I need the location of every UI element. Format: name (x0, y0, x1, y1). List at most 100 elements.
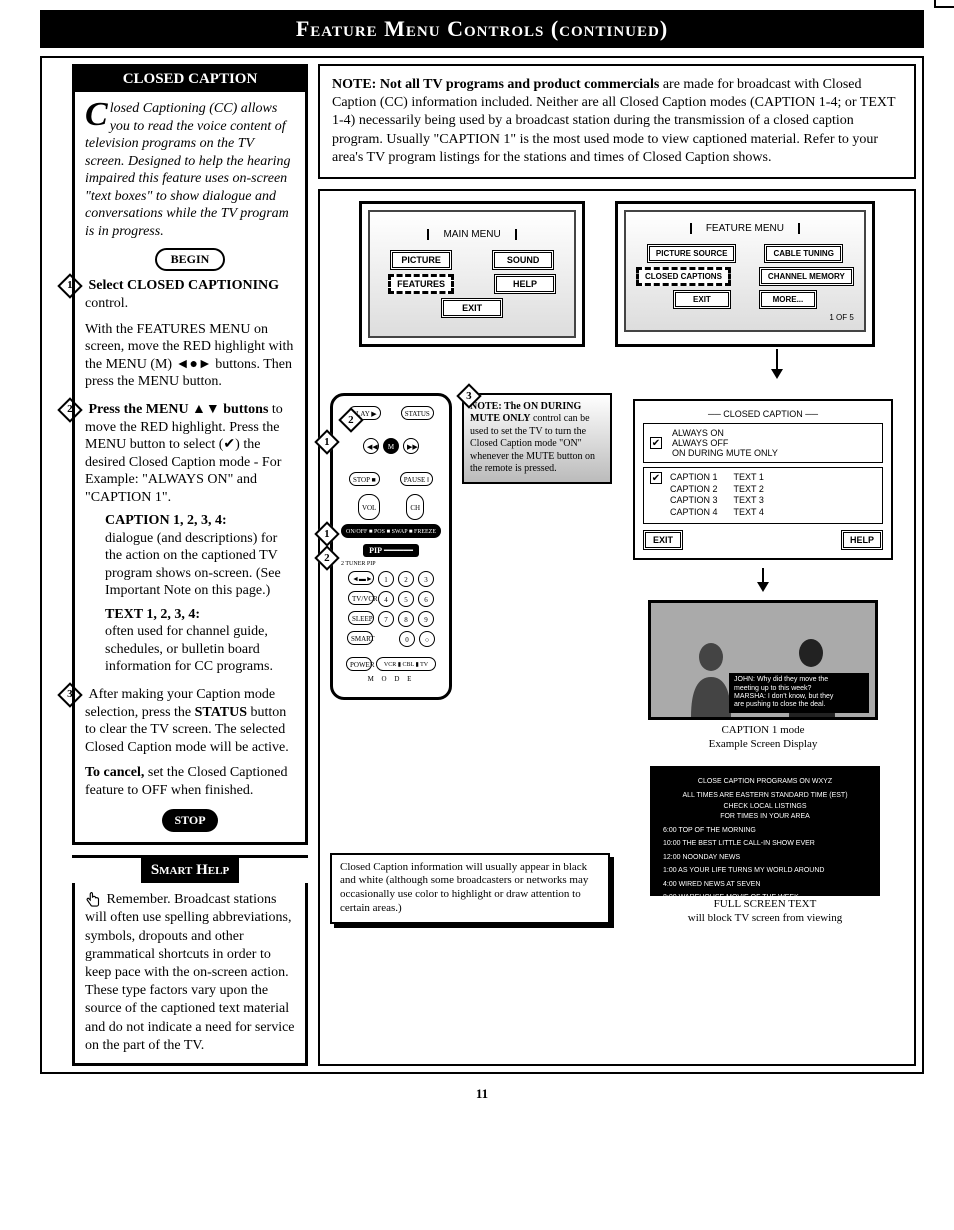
cc-intro: Closed Captioning (CC) allows you to rea… (85, 100, 295, 240)
step-3-body: After making your Caption mode selection… (85, 687, 289, 755)
note-box: NOTE: Not all TV programs and product co… (318, 64, 916, 179)
menu-features-button[interactable]: FEATURES (388, 274, 454, 294)
remote-num-4[interactable]: 4 (378, 591, 394, 607)
menu-picture-button[interactable]: PICTURE (390, 250, 452, 270)
caption-1234: CAPTION 1, 2, 3, 4: dialogue (and descri… (105, 512, 295, 600)
page-corner-icon (934, 0, 954, 8)
text-1234: TEXT 1, 2, 3, 4: often used for channel … (105, 606, 295, 676)
remote-num-3[interactable]: 3 (418, 571, 434, 587)
remote-vol-button[interactable]: VOL (358, 494, 380, 520)
menu-help-button[interactable]: HELP (494, 274, 556, 294)
feat-cable-tuning-button[interactable]: CABLE TUNING (764, 244, 842, 263)
step-2-body: to move the RED highlight. Press the MEN… (85, 402, 283, 505)
page-header: Feature Menu Controls (continued) (40, 10, 924, 48)
cc-help-button[interactable]: HELP (841, 530, 883, 550)
feat-exit-button[interactable]: EXIT (673, 290, 731, 309)
cc-caption-3[interactable]: CAPTION 3 (670, 495, 718, 507)
remote-num-8[interactable]: 8 (398, 611, 414, 627)
remote-pause-button[interactable]: PAUSE ‖ (400, 472, 433, 486)
page-number: 11 (40, 1086, 924, 1102)
caption-strip: JOHN: Why did they move the meeting up t… (729, 673, 869, 713)
remote-alt-button[interactable]: ○ (419, 631, 435, 647)
cc-opt-mute-only[interactable]: ON DURING MUTE ONLY (672, 448, 778, 458)
hand-pointer-icon (85, 891, 103, 909)
step-number-icon: 3 (57, 682, 82, 707)
step-2-head: Press the MENU ▲▼ buttons (87, 402, 269, 417)
remote-num-9[interactable]: 9 (418, 611, 434, 627)
main-content-frame: CLOSED CAPTION Closed Captioning (CC) al… (40, 56, 924, 1074)
feat-picture-source-button[interactable]: PICTURE SOURCE (647, 244, 737, 263)
arrow-down-icon (650, 349, 904, 379)
feat-channel-memory-button[interactable]: CHANNEL MEMORY (759, 267, 854, 286)
step-1-body: With the FEATURES MENU on screen, move t… (85, 321, 295, 391)
remote-sleep-button[interactable]: SLEEP (348, 611, 374, 625)
remote-num-7[interactable]: 7 (378, 611, 394, 627)
cc-opt-always-on[interactable]: ALWAYS ON (672, 428, 778, 438)
cc-caption-4[interactable]: CAPTION 4 (670, 507, 718, 519)
feature-menu-label: FEATURE MENU (690, 223, 800, 234)
fulltext-label-2: will block TV screen from viewing (626, 912, 904, 924)
feat-closed-captions-button[interactable]: CLOSED CAPTIONS (636, 267, 731, 286)
remote-stop-button[interactable]: STOP ■ (349, 472, 380, 486)
main-menu-label: MAIN MENU (427, 229, 516, 240)
remote-status-button[interactable]: STATUS (401, 406, 434, 420)
smart-help-section: Smart Help Remember. Broadcast stations … (48, 855, 308, 1066)
arrow-down-icon (753, 568, 773, 592)
remote-num-5[interactable]: 5 (398, 591, 414, 607)
step-2: 2 Press the MENU ▲▼ buttons to move the … (85, 401, 295, 676)
cc-submenu: ── CLOSED CAPTION ── ✔ ALWAYS ON ALWAYS … (633, 399, 893, 560)
menu-exit-button[interactable]: EXIT (441, 298, 503, 318)
cc-text-1[interactable]: TEXT 1 (734, 472, 764, 484)
remote-num-2[interactable]: 2 (398, 571, 414, 587)
cc-caption-2[interactable]: CAPTION 2 (670, 484, 718, 496)
cc-text-3[interactable]: TEXT 3 (734, 495, 764, 507)
cc-caption-1[interactable]: CAPTION 1 (670, 472, 718, 484)
remote-menu-button[interactable]: M (383, 438, 399, 454)
remote-ff-button[interactable]: ▶▶ (403, 438, 419, 454)
smart-help-box: Remember. Broadcast stations will often … (72, 883, 308, 1066)
feat-more-button[interactable]: MORE... (759, 290, 817, 309)
smart-help-body: Remember. Broadcast stations will often … (85, 892, 295, 1053)
stop-badge: STOP (162, 809, 217, 832)
right-column: NOTE: Not all TV programs and product co… (318, 64, 916, 1066)
menu-sound-button[interactable]: SOUND (492, 250, 554, 270)
tv-feature-menu: FEATURE MENU PICTURE SOURCE CABLE TUNING… (615, 201, 875, 347)
cc-text-2[interactable]: TEXT 2 (734, 484, 764, 496)
remote-tuner-button[interactable]: ◄▬► (348, 571, 374, 585)
remote-num-6[interactable]: 6 (418, 591, 434, 607)
remote-num-1[interactable]: 1 (378, 571, 394, 587)
diagram-area: MAIN MENU PICTURE SOUND FEATURES HELP EX… (318, 189, 916, 1066)
mute-note-box: NOTE: The ON DURING MUTE ONLY control ca… (462, 393, 612, 484)
check-icon: ✔ (650, 437, 662, 449)
cc-opt-always-off[interactable]: ALWAYS OFF (672, 438, 778, 448)
remote-pip-label: PIP ━━━━━━ (363, 544, 419, 557)
cc-text-4[interactable]: TEXT 4 (734, 507, 764, 519)
smart-help-heading: Smart Help (141, 858, 239, 883)
remote-power-button[interactable]: POWER (346, 657, 372, 671)
full-text-screen: CLOSE CAPTION PROGRAMS ON WXYZ ALL TIMES… (650, 766, 880, 896)
step-1: 1 Select CLOSED CAPTIONING control. With… (85, 277, 295, 391)
remote-num-0[interactable]: 0 (399, 631, 415, 647)
step-3-cancel: To cancel, set the Closed Captioned feat… (85, 764, 295, 799)
remote-tvvcr-button[interactable]: TV/VCR (348, 591, 374, 605)
caption-example-label-2: Example Screen Display (709, 738, 818, 750)
remote-ch-button[interactable]: CH (406, 494, 424, 520)
remote-mode-row[interactable]: VCR ▮ CBL ▮ TV (376, 657, 436, 671)
remote-dpad: ◀◀ ▶▶ M (363, 426, 419, 466)
cc-exit-button[interactable]: EXIT (643, 530, 683, 550)
caption-example-label-1: CAPTION 1 mode (721, 724, 804, 736)
step-3: 3 After making your Caption mode selecti… (85, 686, 295, 800)
left-column: CLOSED CAPTION Closed Captioning (CC) al… (48, 64, 308, 1066)
remote-smart-button[interactable]: SMART (347, 631, 373, 645)
remote-pip-row[interactable]: ON/OFF ■ POS ■ SWAP ■ FREEZE (341, 524, 441, 538)
closed-caption-heading: CLOSED CAPTION (72, 67, 308, 92)
closed-caption-box: Closed Captioning (CC) allows you to rea… (72, 92, 308, 845)
cc-info-box: Closed Caption information will usually … (330, 853, 610, 924)
tv-main-menu: MAIN MENU PICTURE SOUND FEATURES HELP EX… (359, 201, 585, 347)
check-icon: ✔ (650, 472, 662, 484)
begin-badge: BEGIN (155, 248, 226, 271)
remote-control: PLAY ▶ STATUS ◀◀ ▶▶ M STOP ■ PAUSE ‖ (330, 393, 452, 700)
step-number-icon: 1 (57, 273, 82, 298)
step-number-icon: 2 (57, 397, 82, 422)
remote-rew-button[interactable]: ◀◀ (363, 438, 379, 454)
